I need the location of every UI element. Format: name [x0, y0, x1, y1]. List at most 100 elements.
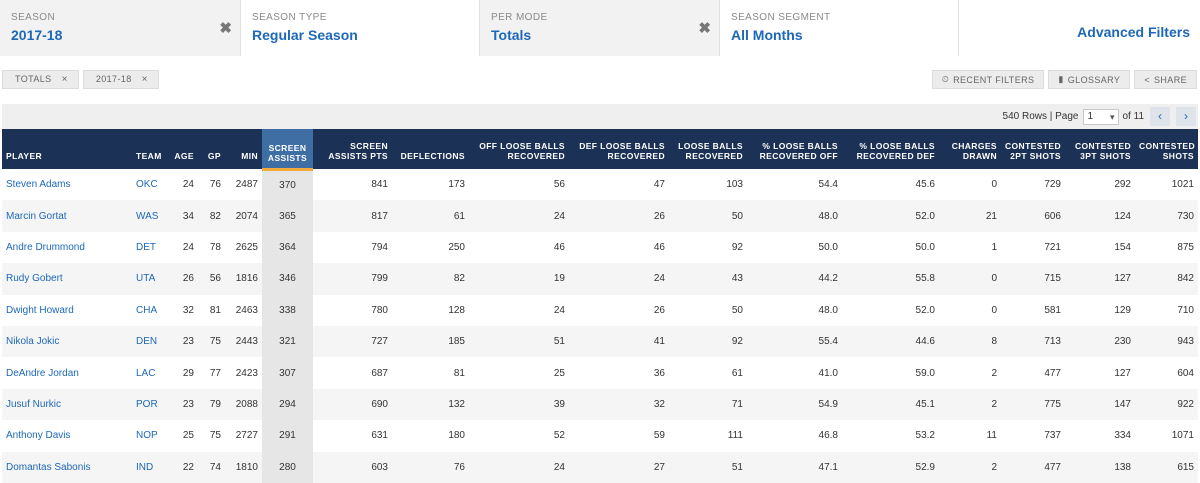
- table-cell: 48.0: [747, 200, 842, 232]
- clear-per-mode-icon[interactable]: ✖: [698, 20, 711, 37]
- table-cell: 50: [669, 200, 747, 232]
- table-cell: 715: [1001, 263, 1065, 295]
- table-cell: 46.8: [818, 430, 838, 442]
- table-cell: 604: [1177, 367, 1194, 379]
- team-link[interactable]: WAS: [132, 200, 168, 232]
- column-header-loose-balls-recovered-off[interactable]: % LOOSE BALLS RECOVERED OFF: [747, 129, 842, 169]
- table-row: Steven Adams OKC 24 76 2487 370 841 173 56 47 103 5…: [2, 169, 1198, 201]
- filter-value[interactable]: Totals: [491, 27, 532, 43]
- player-link[interactable]: Nikola Jokic: [2, 325, 132, 358]
- table-cell: 21: [939, 200, 1001, 232]
- filter-value[interactable]: 2017-18: [11, 27, 63, 43]
- table-cell: 55.8: [842, 263, 939, 295]
- team-link[interactable]: OKC: [136, 179, 158, 191]
- next-page-button[interactable]: ›: [1176, 107, 1196, 126]
- table-cell: 147: [1065, 388, 1135, 421]
- column-header-team[interactable]: TEAM: [132, 129, 168, 169]
- book-icon: ▮: [1058, 74, 1064, 84]
- column-header-player[interactable]: PLAYER: [2, 129, 132, 169]
- table-cell: 75: [209, 430, 221, 442]
- table-cell: 2: [991, 367, 997, 379]
- chip-totals[interactable]: TOTALS ×: [2, 70, 79, 89]
- table-row: Rudy Gobert UTA 26 56 1816 346 799 82 19 24 43 44.2…: [2, 263, 1198, 295]
- team-link[interactable]: CHA: [136, 304, 158, 316]
- table-cell: 729: [1044, 179, 1061, 191]
- player-link[interactable]: Marcin Gortat: [2, 200, 132, 232]
- table-cell: 56: [553, 179, 565, 191]
- player-link[interactable]: Domantas Sabonis: [2, 451, 132, 483]
- filter-value[interactable]: Regular Season: [252, 27, 358, 43]
- filter-season-type[interactable]: SEASON TYPE Regular Season: [241, 0, 480, 56]
- player-link[interactable]: Dwight Howard: [6, 304, 74, 316]
- active-filter-chips: TOTALS × 2017-18 ×: [2, 70, 159, 89]
- share-button[interactable]: < SHARE: [1134, 70, 1197, 89]
- column-header-contested-shots[interactable]: CONTESTED SHOTS: [1135, 129, 1198, 169]
- filter-value[interactable]: All Months: [731, 27, 803, 43]
- team-link[interactable]: LAC: [136, 367, 156, 379]
- column-header-charges-drawn[interactable]: CHARGES DRAWN: [939, 129, 1001, 169]
- table-cell: 45.6: [915, 179, 935, 191]
- table-cell: 50.0: [818, 241, 838, 253]
- table-cell: 111: [727, 430, 743, 442]
- filter-label: SEASON TYPE: [252, 12, 327, 23]
- table-cell: 46: [553, 241, 565, 253]
- player-link[interactable]: Andre Drummond: [6, 241, 85, 253]
- team-link[interactable]: IND: [132, 451, 168, 483]
- player-link[interactable]: Rudy Gobert: [2, 263, 132, 295]
- table-cell: 78: [209, 241, 221, 253]
- player-link[interactable]: Jusuf Nurkic: [2, 388, 132, 421]
- table-cell: 47: [653, 179, 665, 191]
- chip-season[interactable]: 2017-18 ×: [82, 70, 159, 89]
- table-cell: 24: [182, 179, 194, 191]
- glossary-button[interactable]: ▮ GLOSSARY: [1048, 70, 1131, 89]
- table-cell: 25: [553, 367, 565, 379]
- table-cell: 2088: [225, 388, 262, 421]
- page-select[interactable]: 1: [1082, 108, 1119, 125]
- close-icon[interactable]: ×: [141, 74, 148, 85]
- table-cell: 690: [313, 388, 392, 421]
- team-link[interactable]: UTA: [132, 263, 168, 295]
- table-cell: 27: [569, 451, 669, 483]
- recent-filters-button[interactable]: ⏲ RECENT FILTERS: [931, 70, 1045, 89]
- column-header-screen-assists-pts[interactable]: SCREEN ASSISTS PTS: [313, 129, 392, 169]
- table-cell: 44.6: [842, 325, 939, 358]
- clear-season-icon[interactable]: ✖: [219, 20, 232, 37]
- table-cell: 1071: [1171, 430, 1194, 442]
- player-link[interactable]: Anthony Davis: [6, 430, 71, 442]
- table-cell: 24: [569, 263, 669, 295]
- column-header-loose-balls-recovered[interactable]: LOOSE BALLS RECOVERED: [669, 129, 747, 169]
- column-header-off-loose-balls-recovered[interactable]: OFF LOOSE BALLS RECOVERED: [469, 129, 569, 169]
- column-header-def-loose-balls-recovered[interactable]: DEF LOOSE BALLS RECOVERED: [569, 129, 669, 169]
- column-header-contested-2pt-shots[interactable]: CONTESTED 2PT SHOTS: [1001, 129, 1065, 169]
- column-header-loose-balls-recovered-def[interactable]: % LOOSE BALLS RECOVERED DEF: [842, 129, 939, 169]
- filter-label: SEASON SEGMENT: [731, 12, 831, 23]
- column-header-age[interactable]: AGE: [168, 129, 198, 169]
- filter-season[interactable]: SEASON 2017-18 ✖: [0, 0, 241, 56]
- team-link[interactable]: DET: [136, 241, 156, 253]
- team-link[interactable]: POR: [132, 388, 168, 421]
- column-header-gp[interactable]: GP: [198, 129, 225, 169]
- filter-per-mode[interactable]: PER MODE Totals ✖: [480, 0, 720, 56]
- column-header-screen-assists[interactable]: SCREEN ASSISTS: [262, 129, 313, 171]
- column-header-min[interactable]: MIN: [225, 129, 262, 169]
- table-row: Andre Drummond DET 24 78 2625 364 794 250 46 46 92…: [2, 231, 1198, 264]
- team-link[interactable]: DEN: [132, 325, 168, 358]
- player-link[interactable]: DeAndre Jordan: [6, 367, 79, 379]
- prev-page-button[interactable]: ‹: [1150, 107, 1170, 126]
- table-cell: 29: [182, 367, 194, 379]
- advanced-filters-link[interactable]: Advanced Filters: [1077, 24, 1190, 40]
- share-icon: <: [1144, 74, 1150, 85]
- team-link[interactable]: NOP: [136, 430, 158, 442]
- close-icon[interactable]: ×: [61, 74, 68, 85]
- table-cell: 2074: [225, 200, 262, 232]
- player-link[interactable]: Steven Adams: [6, 179, 71, 191]
- pagination-bar: 540 Rows | Page 1 of 11 ‹ ›: [2, 104, 1198, 129]
- table-cell: 364: [262, 231, 313, 264]
- column-header-contested-3pt-shots[interactable]: CONTESTED 3PT SHOTS: [1065, 129, 1135, 169]
- filter-season-segment[interactable]: SEASON SEGMENT All Months: [720, 0, 959, 56]
- table-cell: 71: [669, 388, 747, 421]
- table-cell: 79: [198, 388, 225, 421]
- table-cell: 132: [392, 388, 469, 421]
- column-header-deflections[interactable]: DEFLECTIONS: [392, 129, 469, 169]
- table-cell: 185: [392, 325, 469, 358]
